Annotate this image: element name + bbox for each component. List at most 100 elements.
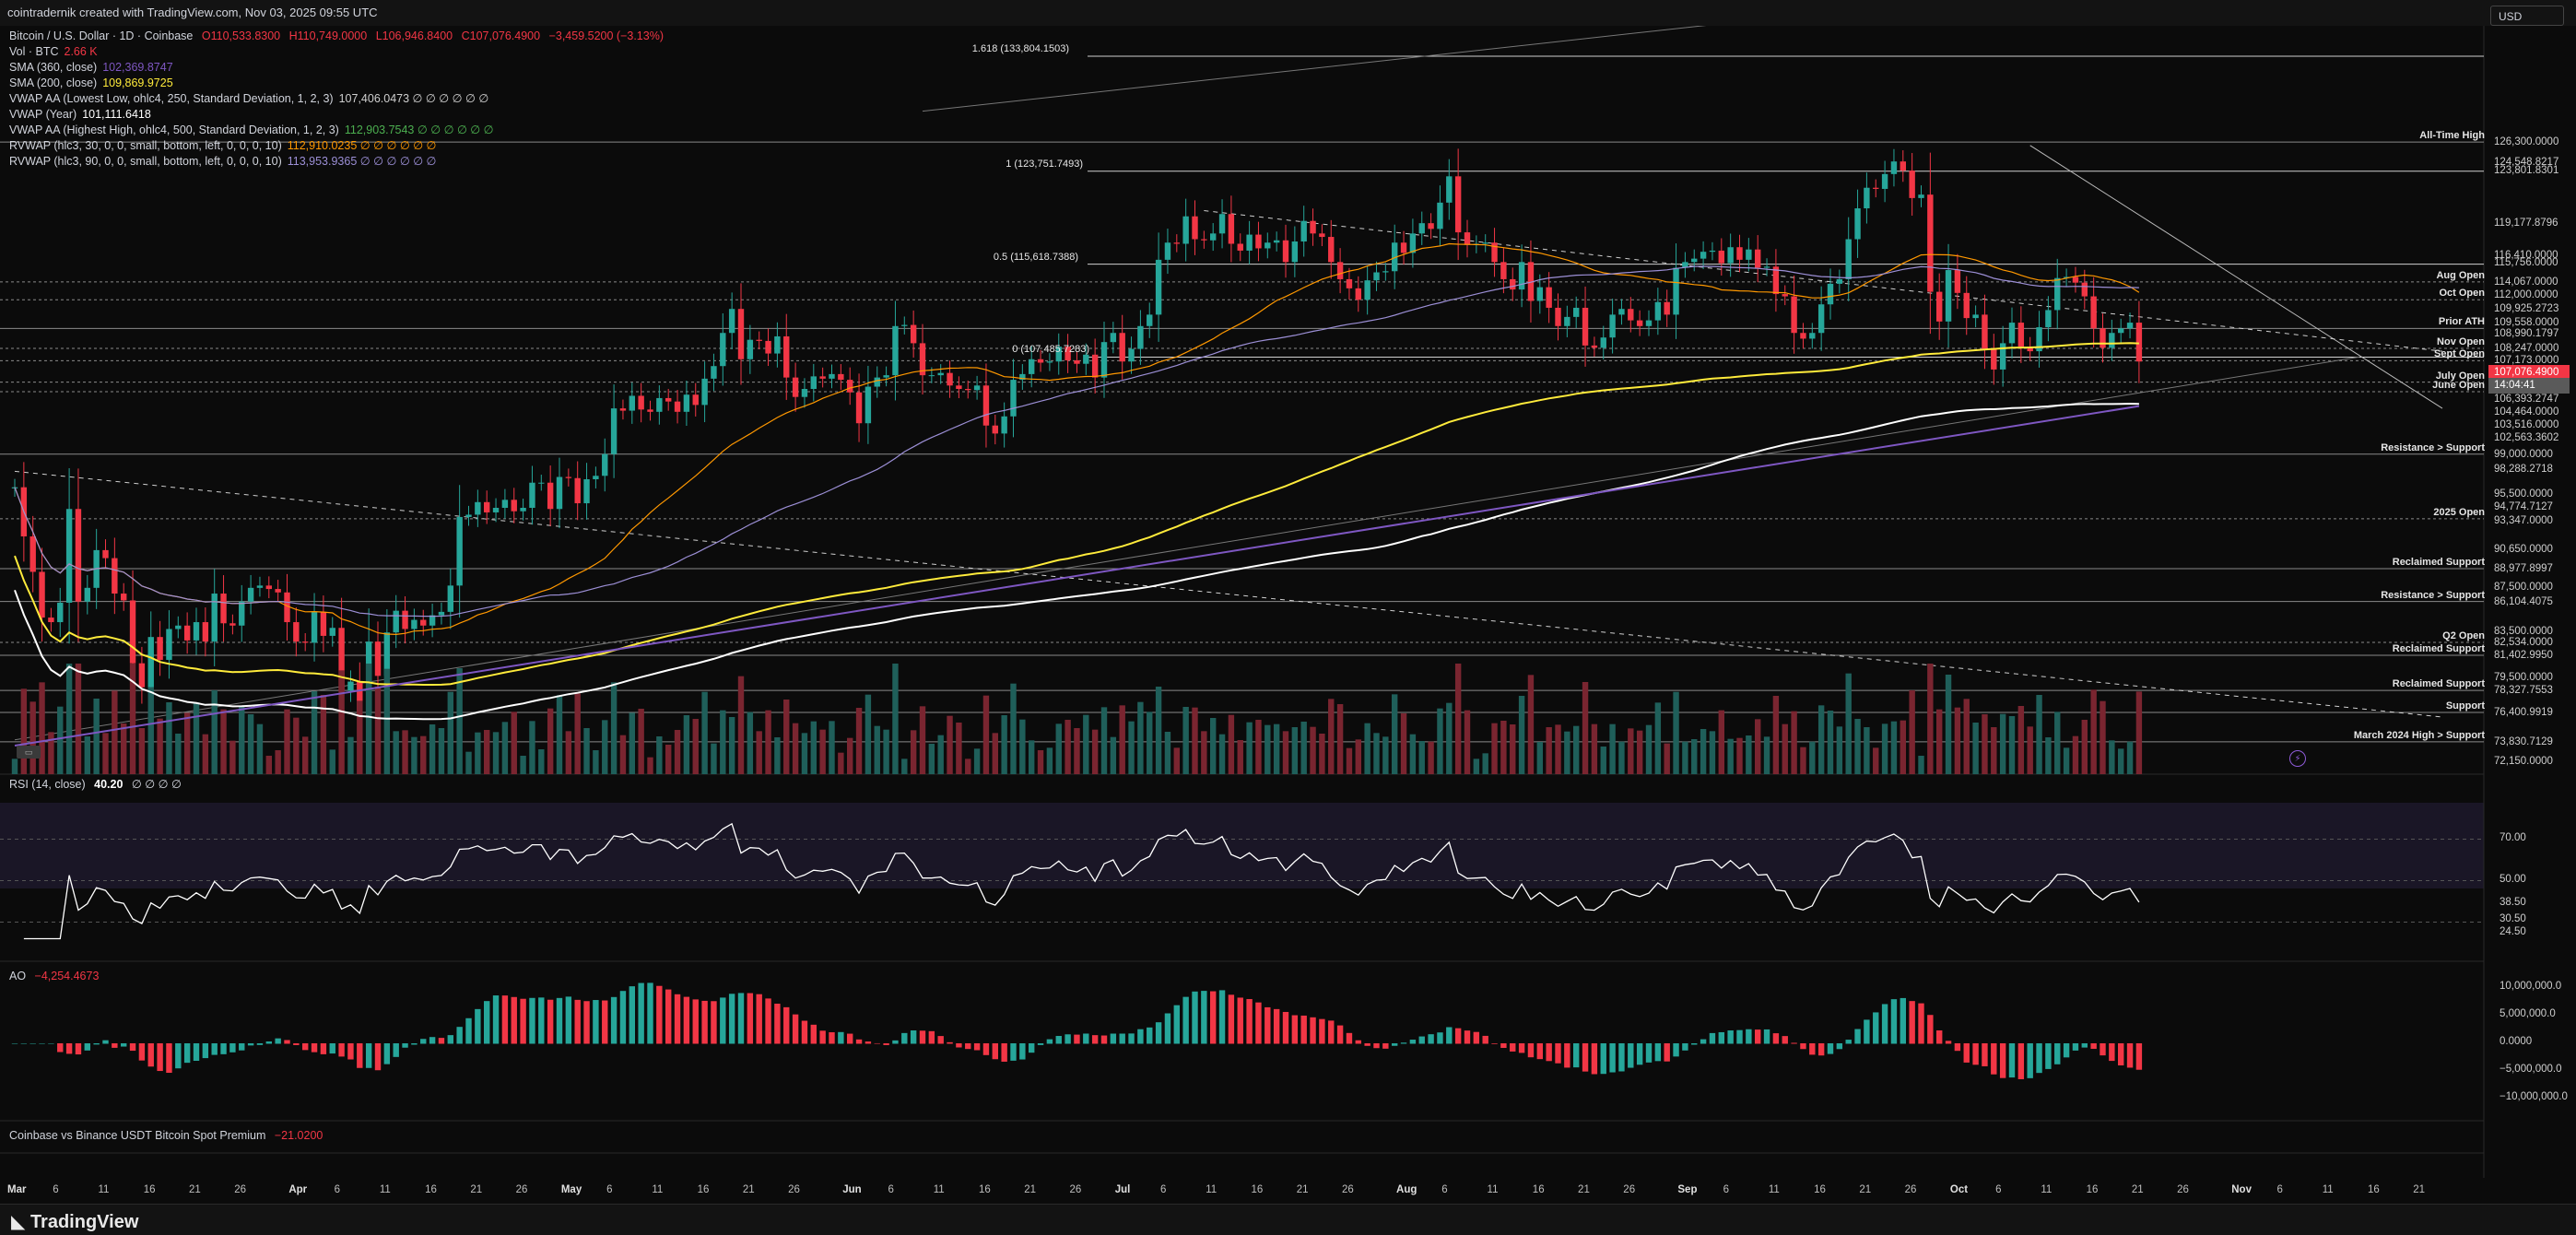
candle: [1319, 233, 1325, 238]
volume-bar: [556, 695, 563, 774]
candle: [256, 585, 264, 588]
legend-indicator-row[interactable]: VWAP AA (Highest High, ohlc4, 500, Stand…: [9, 123, 494, 138]
ao-bar: [320, 1043, 327, 1054]
alert-marker-icon[interactable]: ⚡: [2289, 750, 2306, 767]
legend-indicator-row[interactable]: SMA (360, close) 102,369.8747: [9, 60, 173, 76]
collapse-volume-button[interactable]: ▭: [17, 746, 41, 759]
chart-area[interactable]: Bitcoin / U.S. Dollar · 1D · Coinbase O1…: [0, 26, 2576, 1204]
currency-button[interactable]: USD: [2490, 6, 2564, 26]
volume-bar: [674, 730, 681, 774]
volume-bar: [1373, 733, 1380, 774]
time-axis-label: 11: [1487, 1184, 1499, 1195]
legend-indicator-row[interactable]: SMA (200, close) 109,869.9725: [9, 76, 173, 91]
volume-bar: [329, 749, 335, 774]
volume-bar: [1645, 724, 1653, 774]
volume-bar: [2100, 700, 2106, 774]
candle: [1718, 250, 1724, 264]
ao-bar: [602, 1000, 608, 1044]
ao-bar: [838, 1031, 844, 1044]
volume-bar: [501, 722, 509, 774]
legend-indicator-row[interactable]: VWAP (Year) 101,111.6418: [9, 107, 151, 123]
candle: [293, 622, 300, 642]
ao-bar: [93, 1043, 100, 1045]
volume-bar: [1854, 719, 1861, 774]
volume-bar: [1755, 719, 1761, 774]
ao-bar: [1418, 1036, 1425, 1044]
volume-bar: [429, 724, 436, 774]
candle: [2090, 296, 2097, 329]
volume-bar: [1065, 720, 1071, 774]
volume-bar: [801, 733, 808, 774]
ao-bar: [1673, 1043, 1679, 1057]
ao-bar: [2036, 1043, 2042, 1074]
time-axis-label: 11: [2322, 1184, 2334, 1195]
candle: [829, 373, 835, 379]
ohlc-close: C107,076.4900: [461, 29, 541, 42]
volume-bar: [928, 744, 935, 774]
price-chart-svg[interactable]: [0, 26, 2576, 1204]
candle: [302, 641, 309, 643]
level-label: Reclaimed Support: [2392, 642, 2485, 654]
candle: [1091, 354, 1099, 378]
volume-bar: [838, 752, 844, 774]
ao-bar: [1210, 991, 1217, 1044]
volume-bar: [1400, 713, 1407, 774]
legend-indicator-row[interactable]: RVWAP (hlc3, 30, 0, 0, small, bottom, le…: [9, 138, 436, 154]
volume-bar: [1192, 707, 1198, 774]
volume-bar: [2036, 695, 2042, 774]
ao-bar: [1091, 1035, 1099, 1044]
trend-line: [922, 26, 1707, 112]
volume-bar: [1346, 747, 1353, 774]
candle: [1173, 242, 1180, 244]
candle: [1673, 267, 1679, 315]
candle: [711, 366, 717, 379]
price-scale-label: 104,464.0000: [2494, 406, 2559, 418]
candle: [1936, 291, 1943, 322]
volume-bar: [138, 728, 146, 774]
ao-bar: [302, 1043, 309, 1051]
volume-bar: [1963, 699, 1970, 774]
ao-bar: [1718, 1031, 1724, 1044]
candle: [1454, 176, 1462, 233]
volume-bar: [1454, 664, 1462, 774]
ao-bar: [121, 1043, 127, 1047]
level-label: Support: [2445, 700, 2485, 712]
ao-bar: [1228, 994, 1235, 1044]
time-axis-label: 6: [53, 1184, 59, 1195]
ao-bar: [1264, 1006, 1271, 1044]
legend-indicator-row[interactable]: VWAP AA (Lowest Low, ohlc4, 250, Standar…: [9, 91, 488, 107]
header-bar: cointradernik created with TradingView.c…: [0, 0, 2576, 27]
volume-bar: [692, 719, 699, 774]
ao-bar: [1491, 1043, 1498, 1044]
ao-bar: [1873, 1012, 1879, 1044]
candle: [29, 536, 36, 572]
legend-indicator-row[interactable]: Vol · BTC 2.66 K: [9, 44, 98, 60]
ao-bar: [447, 1035, 453, 1044]
volume-bar: [1864, 727, 1870, 774]
level-label: Resistance > Support: [2381, 589, 2485, 601]
legend-indicator-row[interactable]: RVWAP (hlc3, 90, 0, 0, small, bottom, le…: [9, 154, 436, 170]
candle: [247, 587, 254, 602]
candle: [1800, 333, 1806, 339]
ao-scale-label: 5,000,000.0: [2500, 1008, 2556, 1019]
price-scale-label: 81,402.9950: [2494, 649, 2553, 661]
candle: [1890, 161, 1898, 174]
volume-bar: [420, 735, 427, 774]
ao-bar: [411, 1043, 418, 1045]
chart-background: [0, 26, 2576, 1204]
candle: [756, 339, 762, 341]
level-label: Reclaimed Support: [2392, 557, 2485, 569]
sma-360-line: [14, 405, 2140, 747]
volume-bar: [438, 728, 445, 774]
volume-bar: [1291, 727, 1299, 774]
volume-bar: [1518, 696, 1525, 774]
candle: [1482, 242, 1488, 244]
volume-bar: [656, 736, 663, 774]
volume-bar: [374, 687, 382, 774]
ao-bar: [202, 1043, 209, 1059]
price-scale-label: 83,500.0000: [2494, 625, 2553, 637]
ao-bar: [1972, 1043, 1979, 1065]
ao-bar: [1446, 1027, 1453, 1044]
ao-bar: [1664, 1043, 1670, 1062]
ao-bar: [475, 1008, 481, 1044]
